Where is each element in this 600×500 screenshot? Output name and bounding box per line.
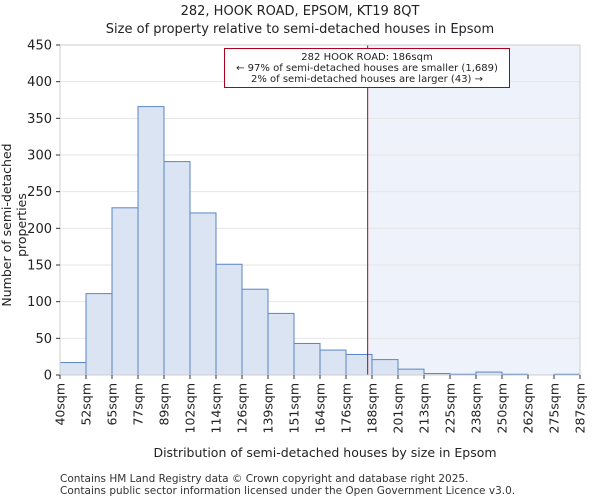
y-axis-label: Number of semi-detached properties <box>0 143 29 307</box>
annotation-box: 282 HOOK ROAD: 186sqm ← 97% of semi-deta… <box>224 48 510 88</box>
x-tick-label-65sqm: 65sqm <box>105 383 120 426</box>
bar-77sqm <box>137 106 165 376</box>
bar-65sqm <box>111 207 139 376</box>
x-axis-label: Distribution of semi-detached houses by … <box>153 445 497 460</box>
bar-52sqm <box>85 293 113 376</box>
x-tick-label-114sqm: 114sqm <box>209 383 224 433</box>
y-tick-label-0: 0 <box>44 369 52 384</box>
y-tick-label-350: 350 <box>27 112 52 127</box>
bar-151sqm <box>293 342 321 376</box>
annotation-line3: 2% of semi-detached houses are larger (4… <box>250 74 484 85</box>
x-tick-label-213sqm: 213sqm <box>417 383 432 433</box>
bar-164sqm <box>319 349 347 376</box>
y-tick-label-450: 450 <box>27 39 52 54</box>
bar-89sqm <box>163 161 191 376</box>
bar-188sqm <box>371 359 399 376</box>
footer-line1: Contains HM Land Registry data © Crown c… <box>60 473 469 485</box>
x-tick-label-262sqm: 262sqm <box>521 383 536 433</box>
x-tick-label-225sqm: 225sqm <box>443 383 458 433</box>
y-tick-label-300: 300 <box>27 149 52 164</box>
x-tick-label-40sqm: 40sqm <box>53 383 68 426</box>
y-tick-label-100: 100 <box>27 295 52 310</box>
y-tick-label-250: 250 <box>27 185 52 200</box>
bar-126sqm <box>241 288 269 376</box>
bar-139sqm <box>267 312 295 376</box>
chart-title-line1: 282, HOOK ROAD, EPSOM, KT19 8QT <box>180 4 420 19</box>
x-tick-label-275sqm: 275sqm <box>547 383 562 433</box>
x-tick-label-287sqm: 287sqm <box>573 383 588 433</box>
x-tick-label-250sqm: 250sqm <box>495 383 510 433</box>
x-tick-label-52sqm: 52sqm <box>79 383 94 426</box>
x-tick-label-164sqm: 164sqm <box>313 383 328 433</box>
x-tick-label-238sqm: 238sqm <box>469 383 484 433</box>
x-tick-label-102sqm: 102sqm <box>183 383 198 433</box>
bar-114sqm <box>215 263 243 376</box>
x-tick-label-139sqm: 139sqm <box>261 383 276 433</box>
y-tick-label-50: 50 <box>35 332 52 347</box>
y-tick-label-400: 400 <box>27 75 52 90</box>
annotation-line1: 282 HOOK ROAD: 186sqm <box>301 52 433 63</box>
x-tick-label-151sqm: 151sqm <box>287 383 302 433</box>
x-tick-label-126sqm: 126sqm <box>235 383 250 433</box>
x-tick-label-201sqm: 201sqm <box>391 383 406 433</box>
y-tick-label-200: 200 <box>27 222 52 237</box>
x-tick-label-188sqm: 188sqm <box>365 383 380 433</box>
y-tick-label-150: 150 <box>27 259 52 274</box>
footer-line2: Contains public sector information licen… <box>60 485 516 497</box>
chart-title-line2: Size of property relative to semi-detach… <box>105 22 495 37</box>
annotation-line2: ← 97% of semi-detached houses are smalle… <box>236 63 498 74</box>
x-tick-label-176sqm: 176sqm <box>339 383 354 433</box>
bar-40sqm <box>59 362 87 376</box>
bar-102sqm <box>189 212 217 376</box>
x-tick-label-77sqm: 77sqm <box>131 383 146 426</box>
bar-201sqm <box>397 368 425 376</box>
highlight-region <box>367 45 580 375</box>
x-tick-label-89sqm: 89sqm <box>157 383 172 426</box>
